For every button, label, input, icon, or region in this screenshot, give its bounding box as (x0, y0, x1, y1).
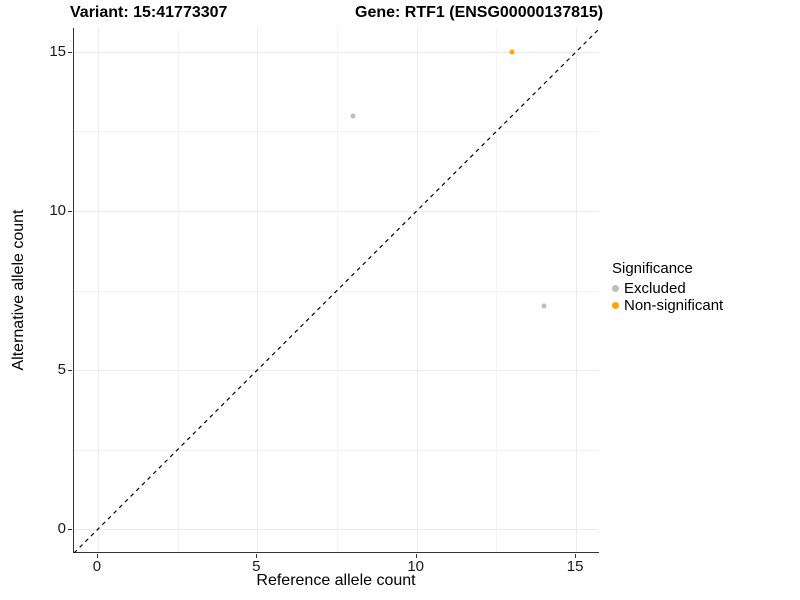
data-point-excluded (541, 303, 547, 309)
legend-item-non-significant: Non-significant (612, 297, 723, 314)
identity-line (74, 28, 600, 553)
gridline (74, 449, 599, 451)
y-tick-mark (68, 51, 72, 53)
x-axis-title: Reference allele count (256, 572, 416, 589)
x-tick-mark (96, 554, 98, 558)
legend-dot-icon (612, 302, 619, 309)
legend-dot-icon (612, 285, 619, 292)
legend-title: Significance (612, 260, 693, 277)
x-tick-label: 0 (92, 558, 102, 575)
gridline (74, 529, 599, 531)
x-tick-label: 5 (252, 558, 261, 575)
gridline (177, 28, 179, 552)
gridline (257, 28, 259, 552)
plot-panel (73, 28, 600, 553)
y-tick-label: 0 (57, 520, 66, 538)
y-tick-label: 15 (49, 42, 66, 60)
gridline (416, 28, 418, 552)
y-tick-label: 10 (49, 201, 66, 219)
gridline (496, 28, 498, 552)
y-tick-mark (68, 210, 72, 212)
plot-title-gene: Gene: RTF1 (ENSG00000137815) (355, 4, 604, 21)
legend-item-label: Non-significant (624, 297, 724, 314)
x-tick-mark (575, 554, 577, 558)
data-point-non-significant (509, 49, 515, 55)
gridline (74, 51, 599, 53)
y-tick-label: 5 (57, 361, 66, 379)
gridline (74, 210, 599, 212)
x-tick-label: 10 (407, 558, 425, 575)
gridline (576, 28, 578, 552)
data-point-excluded (350, 113, 356, 118)
legend-items: Excluded Non-significant (612, 280, 723, 314)
gridline (97, 28, 99, 552)
identity-dashed-line (74, 28, 600, 553)
x-tick-mark (415, 554, 417, 558)
x-tick-mark (256, 554, 258, 558)
gridline (337, 28, 338, 552)
y-tick-mark (68, 370, 72, 372)
x-tick-label: 15 (566, 558, 584, 575)
legend-item-label: Excluded (624, 280, 686, 297)
y-tick-mark (68, 529, 72, 531)
plot-title-variant: Variant: 15:41773307 (70, 4, 228, 21)
legend-item-excluded: Excluded (612, 280, 723, 297)
y-axis-title: Alternative allele count (10, 209, 27, 371)
legend: Significance Excluded Non-significant (612, 260, 723, 314)
gridline (74, 131, 599, 133)
gridline (74, 370, 599, 372)
